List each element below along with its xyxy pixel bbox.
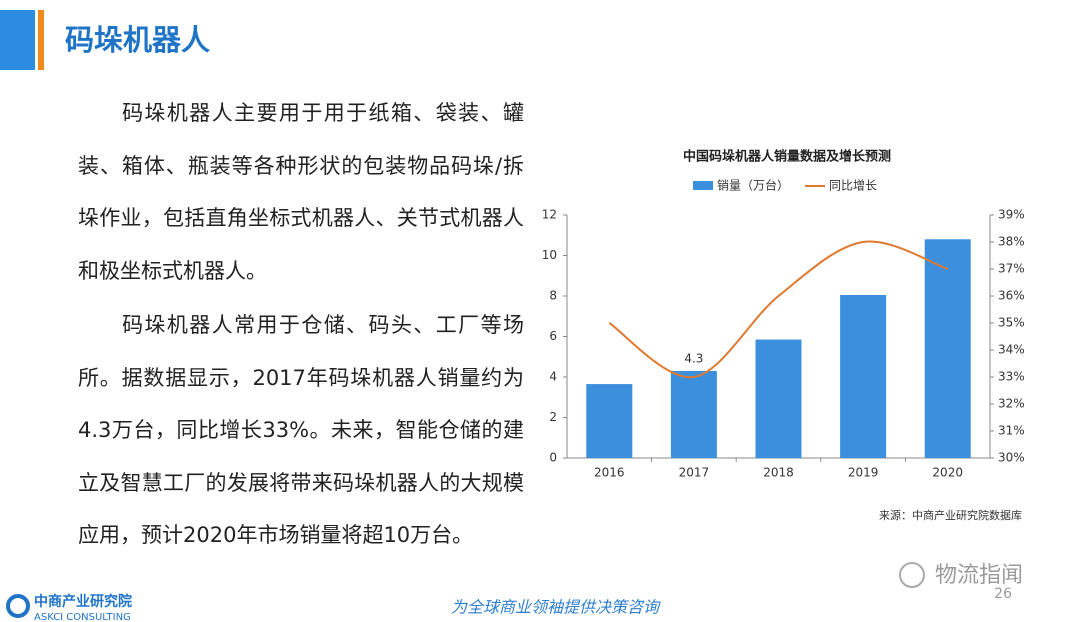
slide-title: 码垛机器人 (65, 23, 210, 57)
y2-tick-label: 38% (998, 235, 1025, 249)
y2-tick-label: 35% (998, 316, 1025, 330)
x-tick-label: 2020 (932, 466, 963, 480)
legend-swatch (693, 181, 713, 190)
y2-tick-label: 39% (998, 208, 1025, 222)
logo-sub: ASKCI CONSULTING (34, 612, 131, 622)
watermark: 物流指闻 (935, 563, 1023, 588)
logo-icon (6, 594, 30, 618)
value-label: 4.3 (684, 351, 703, 365)
paragraph: 码垛机器人主要用于用于纸箱、袋装、罐装、箱体、瓶装等各种形状的包装物品码垛/拆垛… (78, 101, 524, 283)
y-tick-label: 6 (549, 329, 557, 343)
bar (755, 339, 802, 458)
y-tick-label: 12 (542, 208, 557, 222)
bar (924, 239, 971, 458)
y2-tick-label: 33% (998, 370, 1025, 384)
y-tick-label: 8 (549, 289, 557, 303)
logo-name: 中商产业研究院 (34, 593, 132, 610)
line (608, 240, 949, 379)
y2-tick-label: 32% (998, 397, 1025, 411)
bar (670, 370, 717, 458)
y-tick-label: 4 (549, 370, 557, 384)
y2-tick-label: 36% (998, 289, 1025, 303)
y2-tick-label: 30% (998, 451, 1025, 465)
x-tick-label: 2018 (763, 466, 794, 480)
x-tick-label: 2016 (594, 466, 625, 480)
source: 来源：中商产业研究院数据库 (879, 508, 1022, 522)
bar (586, 384, 633, 458)
title-accent (38, 10, 44, 70)
y2-tick-label: 37% (998, 262, 1025, 276)
y-tick-label: 0 (549, 451, 557, 465)
y2-tick-label: 34% (998, 343, 1025, 357)
y2-tick-label: 31% (998, 424, 1025, 438)
paragraph: 码垛机器人常用于仓储、码头、工厂等场所。据数据显示，2017年码垛机器人销量约为… (78, 313, 524, 547)
y-tick-label: 10 (542, 248, 557, 262)
x-tick-label: 2017 (679, 466, 710, 480)
legend-label: 销量（万台） (717, 178, 789, 193)
title-block (0, 10, 35, 70)
bar (840, 294, 887, 458)
x-tick-label: 2019 (848, 466, 879, 480)
slogan: 为全球商业领袖提供决策咨询 (451, 598, 661, 617)
chart-title: 中国码垛机器人销量数据及增长预测 (683, 149, 891, 165)
legend-label: 同比增长 (829, 179, 877, 193)
y-tick-label: 2 (549, 410, 557, 424)
page-number: 26 (994, 586, 1012, 602)
watermark-icon (899, 562, 925, 588)
